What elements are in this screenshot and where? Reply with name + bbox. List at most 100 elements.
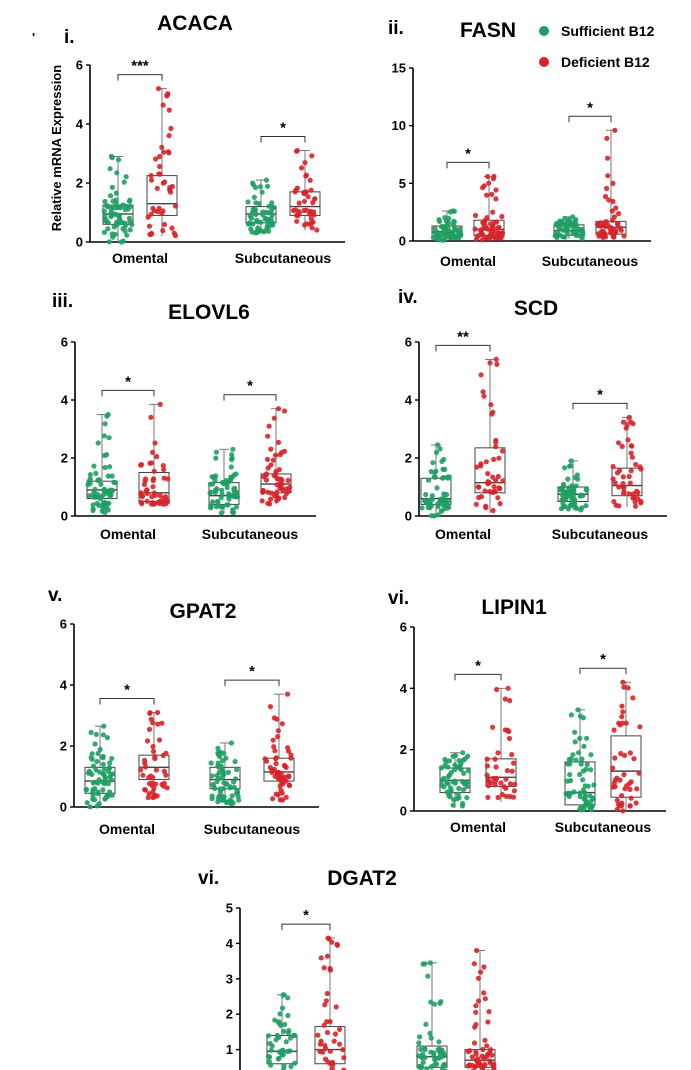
data-point <box>263 477 269 483</box>
category-label: Subcutaneous <box>204 821 301 837</box>
data-point <box>219 774 225 781</box>
y-tick-label: 6 <box>61 335 68 350</box>
data-point <box>560 227 567 233</box>
data-point <box>568 712 575 718</box>
data-point <box>105 204 111 210</box>
data-point <box>565 761 571 767</box>
data-point <box>161 768 167 774</box>
data-point <box>322 1002 328 1008</box>
data-point <box>619 443 625 449</box>
data-point <box>573 757 579 763</box>
data-point <box>266 203 272 209</box>
y-tick-label: 0 <box>405 509 412 524</box>
data-point <box>475 975 482 981</box>
y-tick-label: 0 <box>399 234 406 249</box>
data-point <box>619 714 625 720</box>
data-point <box>210 499 216 505</box>
data-point <box>472 226 478 232</box>
data-point <box>102 198 108 205</box>
data-point <box>216 751 222 757</box>
data-point <box>605 222 611 228</box>
data-point <box>110 234 116 240</box>
data-point <box>109 755 115 762</box>
panel-index: iv. <box>398 287 418 308</box>
data-point <box>495 794 501 801</box>
data-point <box>266 228 272 234</box>
data-point <box>280 487 286 493</box>
data-point <box>487 360 493 366</box>
data-point <box>213 449 219 455</box>
data-point <box>138 767 144 773</box>
data-point <box>92 786 98 792</box>
data-point <box>584 487 590 493</box>
data-point <box>229 493 235 499</box>
data-point <box>484 772 490 778</box>
data-point <box>140 493 146 499</box>
data-point <box>432 1001 438 1007</box>
data-point <box>620 679 626 685</box>
category-label: Omental <box>440 253 496 269</box>
data-point <box>219 487 225 493</box>
data-point <box>492 782 498 788</box>
data-point <box>562 215 568 221</box>
panel-dgat2: vi. DGAT2 1 2 3 4 5 * <box>198 867 497 1070</box>
data-point <box>620 808 626 814</box>
data-point <box>497 501 503 507</box>
data-point <box>612 480 618 486</box>
data-point <box>490 176 496 182</box>
data-point <box>104 413 110 419</box>
data-point <box>476 998 482 1004</box>
data-point <box>445 781 451 787</box>
data-point <box>93 470 99 476</box>
data-point <box>142 787 148 793</box>
data-point <box>219 767 225 773</box>
data-point <box>226 496 232 502</box>
data-point <box>317 1041 323 1047</box>
data-point <box>233 471 239 477</box>
data-point <box>146 726 153 733</box>
data-point <box>308 220 315 226</box>
data-point <box>629 454 636 460</box>
data-point <box>87 480 93 486</box>
data-point <box>329 1066 335 1070</box>
data-point <box>487 1058 493 1064</box>
data-point <box>213 473 219 479</box>
data-point <box>581 743 587 749</box>
data-point <box>625 437 631 443</box>
data-point <box>627 786 633 793</box>
data-point <box>109 155 115 161</box>
data-point <box>628 795 634 801</box>
significance-bracket <box>579 667 627 675</box>
data-point <box>84 800 90 806</box>
data-point <box>253 230 259 236</box>
significance-bracket <box>454 673 502 681</box>
data-point <box>473 1051 479 1057</box>
box-subcutaneous-deficient <box>262 691 295 803</box>
box-iqr <box>266 1034 298 1065</box>
data-point <box>163 772 169 778</box>
data-point <box>553 222 559 228</box>
y-tick-label: 4 <box>405 393 413 408</box>
data-point <box>606 197 612 203</box>
data-point <box>627 750 634 756</box>
data-point <box>265 218 271 224</box>
y-tick-label: 5 <box>399 176 406 191</box>
box-subcutaneous-deficient <box>610 414 644 509</box>
data-point <box>83 786 89 792</box>
data-point <box>490 474 496 480</box>
data-point <box>620 484 627 491</box>
data-point <box>441 784 447 790</box>
data-point <box>139 501 145 507</box>
data-point <box>610 765 616 771</box>
data-point <box>484 215 490 221</box>
data-point <box>616 484 622 490</box>
data-point <box>116 157 122 163</box>
data-point <box>478 463 484 469</box>
data-point <box>638 466 644 472</box>
data-point <box>285 1030 292 1036</box>
data-point <box>142 476 149 482</box>
data-point <box>273 755 279 761</box>
data-point <box>557 218 563 224</box>
data-point <box>572 729 578 735</box>
data-point <box>260 488 266 494</box>
